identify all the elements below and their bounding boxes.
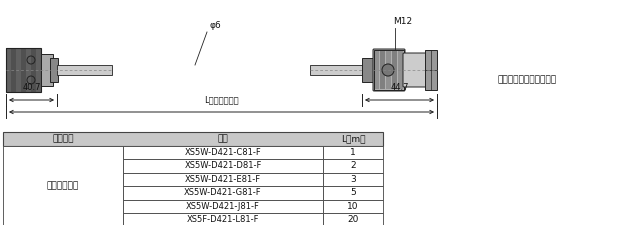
Bar bbox=[374, 50, 404, 90]
Text: φ6: φ6 bbox=[210, 21, 222, 30]
Text: M12: M12 bbox=[393, 17, 412, 26]
Bar bbox=[36, 48, 41, 92]
Bar bbox=[3, 146, 123, 225]
Text: 5: 5 bbox=[350, 188, 356, 197]
Bar bbox=[323, 173, 383, 186]
Text: XS5W-D421-J81-F: XS5W-D421-J81-F bbox=[186, 202, 260, 211]
Text: 3: 3 bbox=[350, 175, 356, 184]
Bar bbox=[323, 146, 383, 159]
Bar bbox=[123, 146, 323, 159]
Text: L（m）: L（m） bbox=[341, 134, 365, 143]
Bar bbox=[425, 50, 437, 90]
Bar bbox=[123, 213, 323, 225]
Text: XS5W-D421-E81-F: XS5W-D421-E81-F bbox=[185, 175, 261, 184]
Bar bbox=[123, 200, 323, 213]
Bar bbox=[16, 48, 21, 92]
Text: 材質：塑膠絕緣圓形電繌: 材質：塑膠絕緣圓形電繌 bbox=[498, 76, 557, 85]
Bar bbox=[123, 186, 323, 200]
Bar bbox=[374, 51, 379, 89]
Text: 40.7: 40.7 bbox=[22, 83, 41, 92]
Text: XS5W-D421-C81-F: XS5W-D421-C81-F bbox=[185, 148, 261, 157]
Bar bbox=[11, 48, 16, 92]
FancyBboxPatch shape bbox=[373, 49, 405, 91]
Bar bbox=[323, 200, 383, 213]
Text: 型號: 型號 bbox=[217, 134, 228, 143]
Bar bbox=[392, 51, 397, 89]
Bar bbox=[323, 159, 383, 173]
Bar bbox=[123, 159, 323, 173]
Text: 續線規格: 續線規格 bbox=[52, 134, 74, 143]
Bar bbox=[6, 48, 11, 92]
Bar bbox=[386, 51, 391, 89]
Text: XS5F-D421-L81-F: XS5F-D421-L81-F bbox=[186, 215, 260, 224]
Bar bbox=[6, 48, 41, 92]
Text: L（纜線長度）: L（纜線長度） bbox=[204, 95, 239, 104]
Text: 20: 20 bbox=[347, 215, 358, 224]
Bar bbox=[31, 48, 36, 92]
Bar bbox=[41, 54, 53, 86]
Bar bbox=[21, 48, 26, 92]
Bar bbox=[398, 51, 403, 89]
Text: 不燃性軟電繌: 不燃性軟電繌 bbox=[47, 182, 79, 191]
Circle shape bbox=[382, 64, 394, 76]
Text: 10: 10 bbox=[347, 202, 358, 211]
Text: 44.7: 44.7 bbox=[390, 83, 409, 92]
Bar bbox=[380, 51, 385, 89]
Bar bbox=[323, 213, 383, 225]
Text: XS5W-D421-G81-F: XS5W-D421-G81-F bbox=[184, 188, 262, 197]
Bar bbox=[3, 132, 383, 146]
Bar bbox=[123, 173, 323, 186]
Bar bbox=[323, 186, 383, 200]
Bar bbox=[26, 48, 31, 92]
Text: 2: 2 bbox=[350, 161, 356, 170]
Bar bbox=[50, 58, 58, 82]
Bar bbox=[310, 65, 362, 75]
FancyBboxPatch shape bbox=[403, 53, 427, 87]
Text: XS5W-D421-D81-F: XS5W-D421-D81-F bbox=[185, 161, 261, 170]
Bar bbox=[57, 65, 112, 75]
Text: 1: 1 bbox=[350, 148, 356, 157]
Bar bbox=[362, 58, 374, 82]
